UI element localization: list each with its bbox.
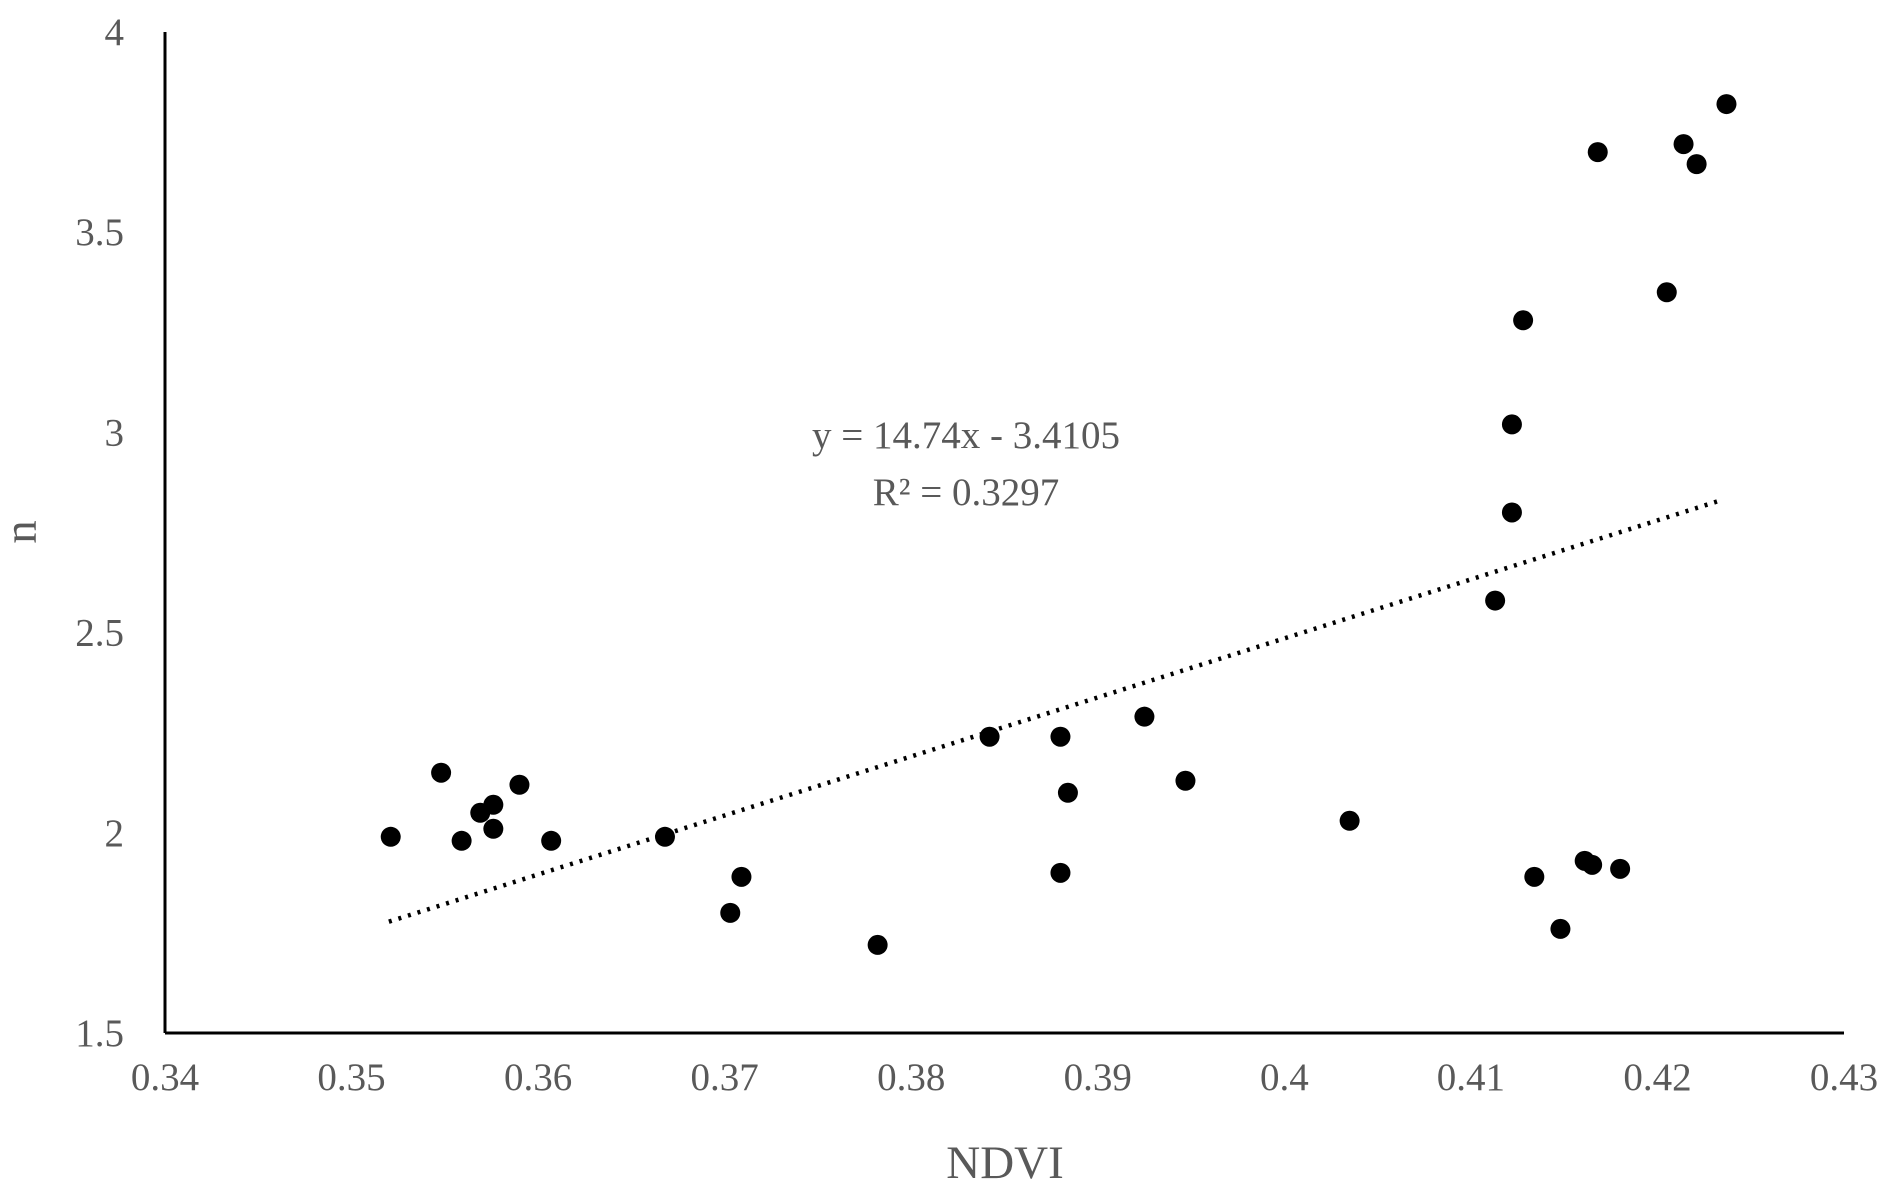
- x-tick-label: 0.38: [877, 1056, 945, 1099]
- data-point: [483, 818, 504, 839]
- x-tick-label: 0.35: [317, 1056, 385, 1099]
- data-point: [451, 830, 472, 851]
- x-tick-label: 0.43: [1810, 1056, 1878, 1099]
- data-point: [720, 902, 741, 923]
- data-point: [1057, 782, 1078, 803]
- y-axis-title: n: [0, 520, 47, 544]
- data-point: [541, 830, 562, 851]
- x-tick-label: 0.36: [504, 1056, 572, 1099]
- x-tick-label: 0.4: [1260, 1056, 1309, 1099]
- data-point: [1175, 770, 1196, 791]
- x-tick-label: 0.39: [1064, 1056, 1132, 1099]
- trendline-equation: y = 14.74x - 3.4105: [812, 414, 1120, 457]
- x-tick-label: 0.41: [1437, 1056, 1505, 1099]
- data-point: [1686, 154, 1707, 175]
- y-tick-label: 3.5: [75, 211, 124, 254]
- y-tick-labels: 1.5 2 2.5 3 3.5 4: [75, 11, 124, 1055]
- x-tick-label: 0.37: [691, 1056, 759, 1099]
- data-point: [1501, 414, 1522, 435]
- data-point: [1050, 726, 1071, 747]
- data-point: [1050, 862, 1071, 883]
- x-axis-title: NDVI: [946, 1137, 1063, 1189]
- data-point: [731, 866, 752, 887]
- data-point: [1656, 282, 1677, 303]
- data-point: [1501, 502, 1522, 523]
- data-points: [380, 94, 1737, 955]
- data-point: [1550, 918, 1571, 939]
- data-point: [483, 794, 504, 815]
- data-point: [1587, 142, 1608, 163]
- data-point: [380, 826, 401, 847]
- data-point: [1524, 866, 1545, 887]
- y-tick-label: 3: [105, 411, 125, 454]
- data-point: [1339, 810, 1360, 831]
- data-point: [509, 774, 530, 795]
- y-tick-label: 4: [105, 11, 125, 54]
- data-point: [979, 726, 1000, 747]
- y-tick-label: 2.5: [75, 612, 124, 655]
- data-point: [1485, 590, 1506, 611]
- x-tick-label: 0.34: [131, 1056, 199, 1099]
- y-tick-label: 2: [105, 812, 125, 855]
- data-point: [654, 826, 675, 847]
- data-point: [431, 762, 452, 783]
- data-point: [1582, 854, 1603, 875]
- data-point: [1716, 94, 1737, 115]
- data-point: [1610, 858, 1631, 879]
- trendline-r-squared: R² = 0.3297: [873, 471, 1059, 514]
- data-point: [1513, 310, 1534, 331]
- x-tick-labels: 0.34 0.35 0.36 0.37 0.38 0.39 0.4 0.41 0.42 0.43: [131, 1056, 1878, 1099]
- data-point: [1134, 706, 1155, 727]
- y-tick-label: 1.5: [75, 1012, 124, 1055]
- data-point: [1673, 134, 1694, 155]
- x-tick-label: 0.42: [1623, 1056, 1691, 1099]
- trendline: [388, 497, 1724, 924]
- data-point: [867, 934, 888, 955]
